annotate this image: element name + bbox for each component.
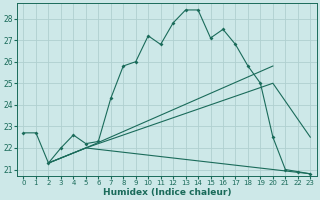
X-axis label: Humidex (Indice chaleur): Humidex (Indice chaleur)	[103, 188, 231, 197]
